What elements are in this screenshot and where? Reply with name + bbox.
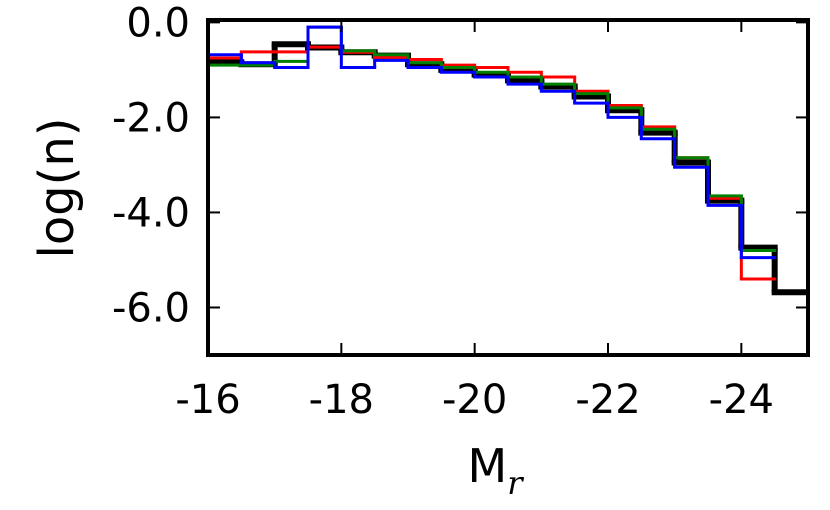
x-tick-label: -24	[709, 377, 774, 423]
x-tick-label: -20	[442, 377, 507, 423]
plot-area	[208, 25, 808, 296]
y-tick-label: -2.0	[112, 95, 190, 141]
plot-frame	[206, 18, 810, 357]
y-tick-label: -4.0	[112, 190, 190, 236]
x-tick-label: -16	[175, 377, 240, 423]
y-axis-label: log(n)	[29, 117, 85, 258]
x-axis-label: Mr	[468, 439, 525, 502]
x-axis-label-sub: r	[507, 464, 524, 502]
x-tick-label: -18	[309, 377, 374, 423]
y-tick-label: -6.0	[112, 285, 190, 331]
x-tick-label: -22	[575, 377, 640, 423]
x-axis-label-main: M	[468, 439, 508, 493]
y-tick-label: 0.0	[126, 0, 190, 46]
